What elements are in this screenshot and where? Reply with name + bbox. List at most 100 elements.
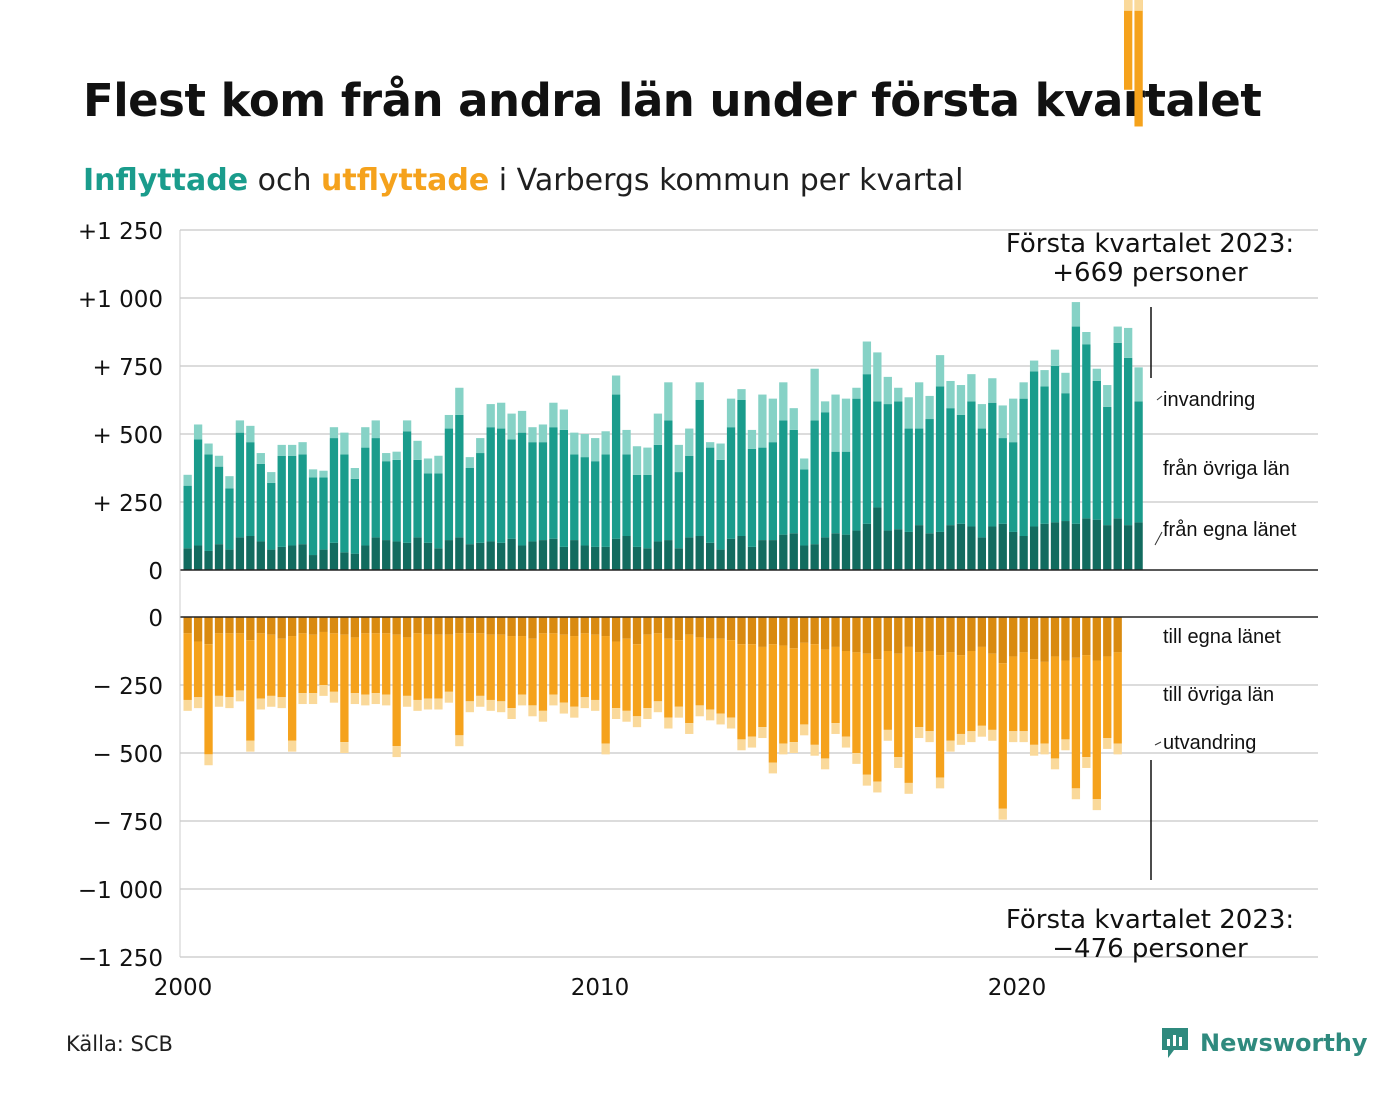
bar-emigration [789,742,798,753]
bar-out-own-county [1092,617,1101,661]
bar-emigration [246,740,255,752]
bar-in-other-counties [371,438,380,538]
bar-emigration [883,729,892,741]
bar-out-other-counties [632,644,642,717]
bar-immigration [256,453,265,464]
series-label-out: till övriga län [1163,684,1274,706]
bar-out-own-county [873,617,882,660]
bar-out-other-counties [455,633,464,736]
series-label-out: utvandring [1163,732,1256,754]
bar-out-own-county [768,617,777,645]
bar-emigration [779,743,788,755]
bar-immigration [674,444,683,473]
series-label-out: till egna länet [1163,626,1281,648]
bar-out-other-counties [674,640,683,707]
leader-egna-lanet [1154,531,1163,546]
bar-out-other-counties [308,634,318,694]
bar-in-other-counties [340,454,349,553]
bar-out-other-counties [277,638,286,698]
bar-emigration [946,740,955,752]
bar-in-own-county [517,545,527,570]
bar-emigration [800,724,809,736]
bar-immigration [831,394,840,452]
bar-emigration [1009,731,1018,743]
bar-out-other-counties [559,634,568,703]
bar-out-other-counties [549,633,558,695]
bar-emigration [256,698,265,710]
bar-out-own-county [747,617,757,645]
bar-immigration [611,375,621,395]
bar-immigration [737,389,746,400]
bar-in-own-county [267,549,276,570]
bar-in-own-county [580,545,589,570]
bar-immigration [925,395,934,420]
bar-out-other-counties [235,633,245,691]
bar-out-own-county [225,617,234,634]
bar-in-other-counties [298,454,307,545]
bar-immigration [246,425,255,443]
bar-immigration [956,385,966,415]
x-tick-label: 2020 [988,975,1047,1000]
bar-immigration [1124,327,1133,358]
bar-out-own-county [758,617,767,647]
bar-emigration [1092,799,1101,811]
bar-out-own-county [956,617,966,656]
bar-in-own-county [695,536,704,570]
bar-emigration [1071,788,1081,800]
bar-immigration [340,432,349,455]
bar-out-own-county [570,617,579,637]
bar-immigration [507,413,516,440]
y-tick-label-top: 0 [148,559,163,585]
bar-emigration [643,708,652,719]
series-label-in: från egna länet [1163,519,1297,541]
bar-out-own-county [967,617,976,651]
bar-immigration [235,420,245,433]
bar-in-other-counties [841,451,851,535]
bar-out-other-counties [1134,0,1143,127]
bar-emigration [528,705,537,717]
bar-in-own-county [486,541,495,570]
y-tick-label-bottom: −1 000 [78,878,163,904]
bar-out-own-county [319,617,328,632]
bar-emigration [507,708,516,719]
bar-out-own-county [695,617,704,638]
series-label-in: invandring [1163,389,1255,411]
bar-emigration [434,698,443,710]
bar-in-own-county [988,526,997,570]
bar-out-own-county [810,617,819,645]
bar-out-own-county [434,617,443,635]
bar-emigration [497,701,506,713]
bar-immigration [434,455,443,474]
bar-in-own-county [820,537,830,570]
bar-in-other-counties [1050,366,1060,523]
bar-in-own-county [350,553,359,570]
bar-in-other-counties [883,404,892,531]
bar-out-other-counties [392,634,401,747]
bar-in-other-counties [214,466,224,545]
bar-out-other-counties [1092,660,1101,800]
annotation-bottom-line2: −476 personer [1052,934,1248,964]
bar-out-own-county [392,617,401,635]
bar-in-own-county [935,531,945,570]
bar-in-own-county [653,541,663,570]
bar-in-own-county [726,538,736,570]
bar-immigration [726,398,736,428]
bar-in-other-counties [726,427,736,539]
bar-in-own-county [1103,525,1112,570]
bar-in-other-counties [591,461,600,547]
bar-in-own-county [632,546,642,570]
bar-immigration [685,428,694,456]
bar-out-own-county [1113,617,1122,653]
bar-in-other-counties [413,459,422,538]
bar-emigration [737,739,746,751]
bar-out-other-counties [1082,655,1091,758]
bar-out-own-county [915,617,924,653]
bar-out-other-counties [904,646,913,783]
bar-out-own-county [517,617,527,637]
bar-out-own-county [288,617,297,637]
bar-emigration [956,733,966,745]
bar-in-own-county [444,540,454,570]
bar-in-own-county [549,538,558,570]
bar-emigration [988,729,997,741]
bar-in-own-county [768,540,777,570]
